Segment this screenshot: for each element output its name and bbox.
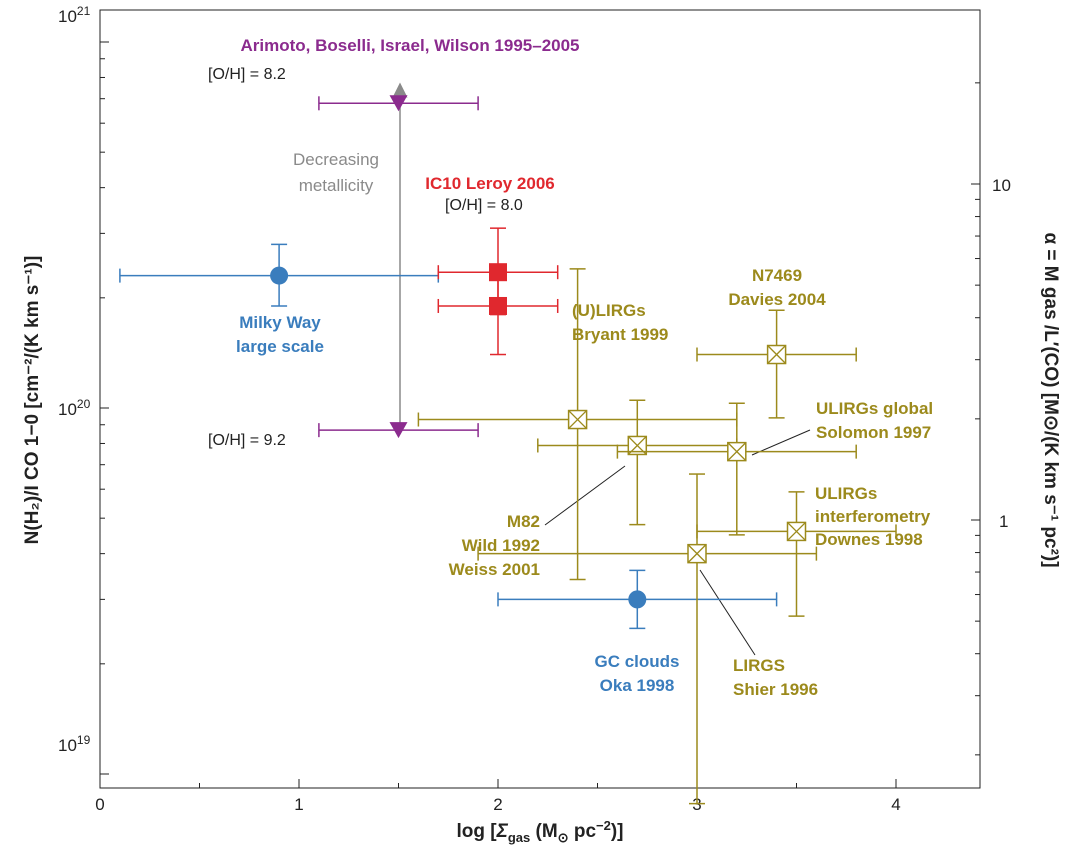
data-point-arimoto-82	[318, 95, 479, 112]
x-tick-label: 1	[294, 795, 303, 814]
left-tick-label: 1020	[58, 397, 91, 419]
x-tick-label: 3	[692, 795, 701, 814]
oh-80-label: [O/H] = 8.0	[445, 197, 523, 214]
x-tick-labels: 0 1 2 3 4	[95, 795, 900, 814]
circle-marker	[628, 590, 647, 609]
leader-line-solomon	[751, 429, 811, 456]
milky-way-label: Milky Way	[239, 313, 321, 332]
metallicity-label: metallicity	[299, 176, 374, 195]
data-point-gc-clouds	[497, 569, 778, 630]
n7469-label-2: Davies 2004	[728, 290, 826, 309]
circle-marker	[270, 266, 289, 285]
oh-92-label: [O/H] = 9.2	[208, 432, 286, 449]
plot-frame	[99, 9, 981, 789]
triangle-marker	[389, 95, 408, 112]
triangle-marker	[389, 422, 408, 439]
data-point-lirgs-shier	[477, 473, 818, 805]
boxed-x-cross	[787, 521, 806, 541]
solomon-label-2: Solomon 1997	[816, 423, 931, 442]
milky-way-label-2: large scale	[236, 337, 324, 356]
boxed-x-cross	[687, 544, 707, 564]
m82-label-3: Weiss 2001	[449, 560, 540, 579]
left-axis-label: N(H₂)/I CO 1−0 [cm⁻²/(K km s⁻¹)]	[22, 256, 43, 545]
annotations: Arimoto, Boselli, Israel, Wilson 1995–20…	[208, 36, 933, 699]
x-tick-label: 2	[493, 795, 502, 814]
gc-label-2: Oka 1998	[600, 676, 675, 695]
decreasing-label: Decreasing	[293, 150, 379, 169]
m82-label: M82	[507, 512, 540, 531]
left-tick-label: 1021	[58, 4, 91, 26]
square-marker	[489, 296, 507, 315]
boxed-x-cross	[727, 442, 747, 462]
right-axis-label: α = M gas /L′(CO) [M⊙/(K km s⁻¹ pc²)]	[1040, 232, 1061, 567]
left-tick-label: 1019	[58, 733, 91, 755]
x-tick-label: 4	[891, 795, 900, 814]
right-tick-label: 1	[999, 512, 1008, 531]
data-point-arimoto-92	[318, 422, 479, 439]
n7469-label: N7469	[752, 266, 802, 285]
leader-lines	[544, 429, 811, 656]
data-point-ic10-b	[437, 268, 559, 356]
x-axis-label: log [Σgas (M⊙ pc−2)]	[456, 818, 623, 845]
boxed-x-cross	[767, 345, 787, 364]
data-point-milky-way	[119, 243, 440, 307]
right-tick-labels: 10 1	[992, 176, 1011, 531]
data-point-ulirg-bryant	[417, 268, 738, 581]
x-tick-label: 0	[95, 795, 104, 814]
data-point-ulirg-solomon	[616, 402, 857, 536]
bryant-label: (U)LIRGs	[572, 301, 646, 320]
right-tick-label: 10	[992, 176, 1011, 195]
data-point-ulirg-downes	[696, 491, 897, 617]
bryant-label-2: Bryant 1999	[572, 325, 668, 344]
leader-line-shier	[699, 569, 756, 656]
downes-label: ULIRGs	[815, 484, 877, 503]
downes-label-3: Downes 1998	[815, 530, 923, 549]
left-tick-labels: 1021 1020 1019	[58, 4, 91, 755]
leader-line-m82	[544, 465, 626, 526]
data-point-n7469	[696, 309, 857, 419]
shier-label: LIRGS	[733, 656, 785, 675]
shier-label-2: Shier 1996	[733, 680, 818, 699]
data-marks	[119, 95, 897, 805]
downes-label-2: interferometry	[815, 507, 931, 526]
ic10-label: IC10 Leroy 2006	[425, 174, 554, 193]
gc-label: GC clouds	[594, 652, 679, 671]
solomon-label: ULIRGs global	[816, 399, 933, 418]
m82-label-2: Wild 1992	[462, 536, 540, 555]
arimoto-title: Arimoto, Boselli, Israel, Wilson 1995–20…	[240, 36, 579, 55]
boxed-x-cross	[568, 410, 588, 429]
oh-82-label: [O/H] = 8.2	[208, 66, 286, 83]
